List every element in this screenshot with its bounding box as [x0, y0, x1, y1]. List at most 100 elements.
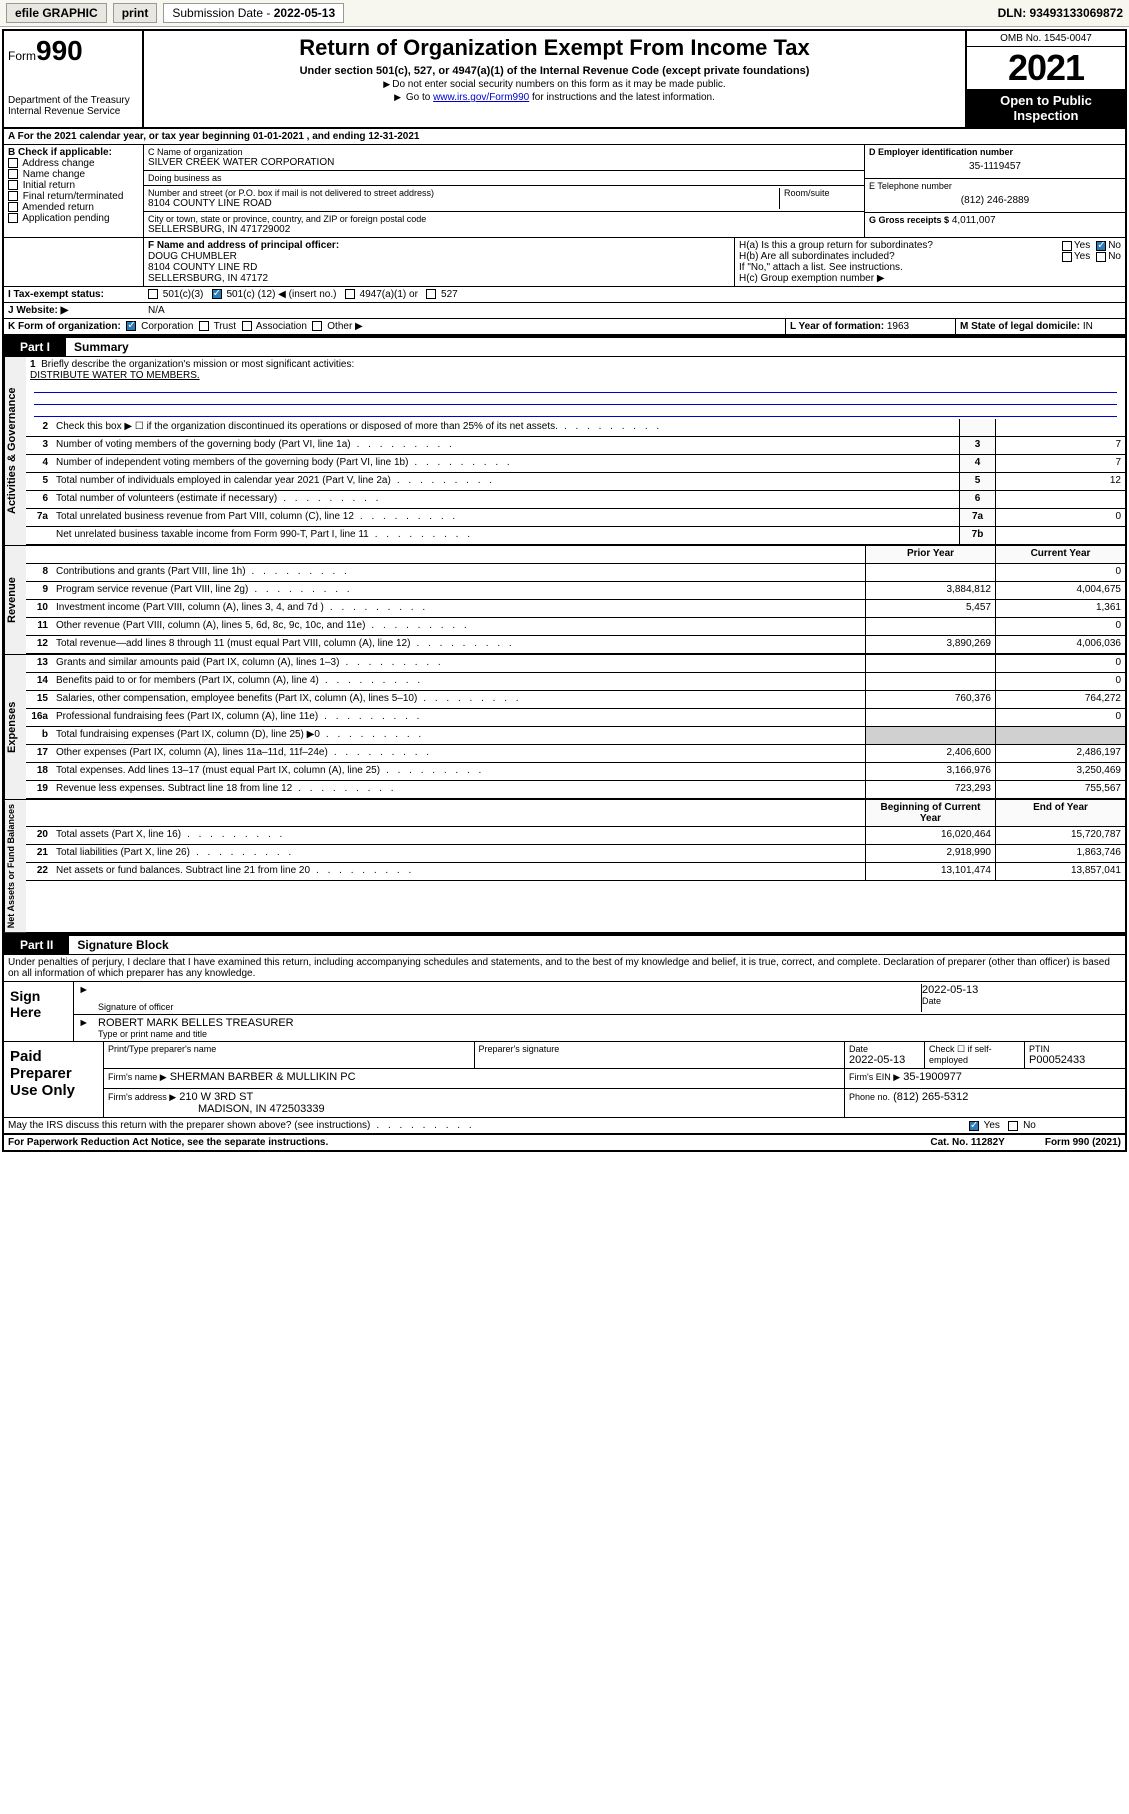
hb-no-checkbox[interactable] — [1096, 252, 1106, 262]
k-other-checkbox[interactable] — [312, 321, 322, 331]
k-other: Other ▶ — [327, 321, 362, 332]
omb-number: OMB No. 1545-0047 — [967, 31, 1125, 47]
line-desc: Program service revenue (Part VIII, line… — [52, 582, 865, 599]
line-desc: Investment income (Part VIII, column (A)… — [52, 600, 865, 617]
section-bcdeg: B Check if applicable: Address change Na… — [4, 145, 1125, 238]
discuss-row: May the IRS discuss this return with the… — [4, 1118, 1125, 1134]
line-box: 7b — [959, 527, 995, 544]
line-box: 7a — [959, 509, 995, 526]
b-checkbox[interactable] — [8, 180, 18, 190]
b-checkbox[interactable] — [8, 202, 18, 212]
fin-line: 20Total assets (Part X, line 16)16,020,4… — [26, 827, 1125, 845]
begin-year-head: Beginning of Current Year — [865, 800, 995, 826]
fin-line: 14Benefits paid to or for members (Part … — [26, 673, 1125, 691]
k-assoc-checkbox[interactable] — [242, 321, 252, 331]
open-public: Open to Public Inspection — [967, 89, 1125, 127]
gov-line: 7aTotal unrelated business revenue from … — [26, 509, 1125, 527]
submission-date-label: Submission Date - — [172, 6, 273, 20]
sign-here-label: Sign Here — [4, 982, 74, 1041]
b-checkbox[interactable] — [8, 169, 18, 179]
block-b-label: B Check if applicable: — [8, 147, 139, 158]
sig-date: 2022-05-13 — [922, 984, 1121, 996]
header-right: OMB No. 1545-0047 2021 Open to Public In… — [965, 31, 1125, 127]
l-value: 1963 — [887, 321, 909, 332]
i-501c3-checkbox[interactable] — [148, 289, 158, 299]
line-desc: Net assets or fund balances. Subtract li… — [52, 863, 865, 880]
hb-label: H(b) Are all subordinates included? — [739, 251, 1062, 262]
c-name-label: C Name of organization — [148, 147, 860, 157]
irs-label: Internal Revenue Service — [8, 106, 138, 117]
gov-line: 6Total number of volunteers (estimate if… — [26, 491, 1125, 509]
officer-addr2: SELLERSBURG, IN 47172 — [148, 273, 730, 284]
line-num: 9 — [26, 582, 52, 599]
year-header-row: Prior Year Current Year — [26, 546, 1125, 564]
current-val: 1,863,746 — [995, 845, 1125, 862]
line-box: 5 — [959, 473, 995, 490]
mission-line — [34, 405, 1117, 417]
block-deg: D Employer identification number 35-1119… — [865, 145, 1125, 237]
line-num: 7a — [26, 509, 52, 526]
print-button[interactable]: print — [113, 3, 158, 23]
b-checkbox[interactable] — [8, 213, 18, 223]
fin-line: 11Other revenue (Part VIII, column (A), … — [26, 618, 1125, 636]
block-f: F Name and address of principal officer:… — [144, 238, 735, 286]
line-desc: Benefits paid to or for members (Part IX… — [52, 673, 865, 690]
prior-val — [865, 709, 995, 726]
line-num: 11 — [26, 618, 52, 635]
discuss-no-checkbox[interactable] — [1008, 1121, 1018, 1131]
fin-line: 22Net assets or fund balances. Subtract … — [26, 863, 1125, 881]
line-num: 2 — [26, 419, 52, 436]
mission-text: DISTRIBUTE WATER TO MEMBERS. — [30, 370, 200, 381]
irs-link[interactable]: www.irs.gov/Form990 — [433, 92, 529, 103]
line-desc: Total fundraising expenses (Part IX, col… — [52, 727, 865, 744]
phone-value: (812) 246-2889 — [869, 191, 1121, 210]
gov-line: 2Check this box ▶ ☐ if the organization … — [26, 419, 1125, 437]
line-desc: Number of voting members of the governin… — [52, 437, 959, 454]
i-501c-checkbox[interactable] — [212, 289, 222, 299]
discuss-no: No — [1023, 1120, 1036, 1131]
discuss-yes-checkbox[interactable] — [969, 1121, 979, 1131]
form-header: Form990 Department of the Treasury Inter… — [4, 31, 1125, 129]
line-desc: Other revenue (Part VIII, column (A), li… — [52, 618, 865, 635]
k-trust-checkbox[interactable] — [199, 321, 209, 331]
i-4947-checkbox[interactable] — [345, 289, 355, 299]
line-val: 7 — [995, 437, 1125, 454]
b-checkbox[interactable] — [8, 191, 18, 201]
prep-date-label: Date — [849, 1044, 920, 1054]
discuss-q: May the IRS discuss this return with the… — [4, 1118, 965, 1133]
efile-graphic-button[interactable]: efile GRAPHIC — [6, 3, 107, 23]
k-trust: Trust — [214, 321, 236, 332]
ein-label: D Employer identification number — [869, 147, 1121, 157]
section-fh: F Name and address of principal officer:… — [4, 238, 1125, 287]
dln: DLN: 93493133069872 — [998, 6, 1123, 20]
line-desc: Total expenses. Add lines 13–17 (must eq… — [52, 763, 865, 780]
gov-line: 5Total number of individuals employed in… — [26, 473, 1125, 491]
gov-section: Activities & Governance 1 Briefly descri… — [4, 357, 1125, 545]
prior-val: 2,918,990 — [865, 845, 995, 862]
firm-phone: (812) 265-5312 — [893, 1091, 968, 1103]
prior-val: 2,406,600 — [865, 745, 995, 762]
fin-line: 18Total expenses. Add lines 13–17 (must … — [26, 763, 1125, 781]
current-val: 3,250,469 — [995, 763, 1125, 780]
ha-no-checkbox[interactable] — [1096, 241, 1106, 251]
na-header-row: Beginning of Current Year End of Year — [26, 800, 1125, 827]
arrow-icon — [78, 984, 98, 1012]
na-vert-label: Net Assets or Fund Balances — [4, 800, 26, 932]
room-label: Room/suite — [784, 188, 860, 198]
line-val: 0 — [995, 509, 1125, 526]
b-checkbox[interactable] — [8, 158, 18, 168]
gov-line: 4Number of independent voting members of… — [26, 455, 1125, 473]
current-val: 764,272 — [995, 691, 1125, 708]
hb-yes-checkbox[interactable] — [1062, 252, 1072, 262]
fin-line: 17Other expenses (Part IX, column (A), l… — [26, 745, 1125, 763]
ha-yes-checkbox[interactable] — [1062, 241, 1072, 251]
fin-line: 15Salaries, other compensation, employee… — [26, 691, 1125, 709]
prior-val: 723,293 — [865, 781, 995, 798]
k-corp-checkbox[interactable] — [126, 321, 136, 331]
i-527-checkbox[interactable] — [426, 289, 436, 299]
na-section: Net Assets or Fund Balances Beginning of… — [4, 799, 1125, 934]
line-num: 18 — [26, 763, 52, 780]
gross-label: G Gross receipts $ — [869, 215, 949, 225]
current-val: 755,567 — [995, 781, 1125, 798]
firm-addr1: 210 W 3RD ST — [179, 1091, 253, 1103]
